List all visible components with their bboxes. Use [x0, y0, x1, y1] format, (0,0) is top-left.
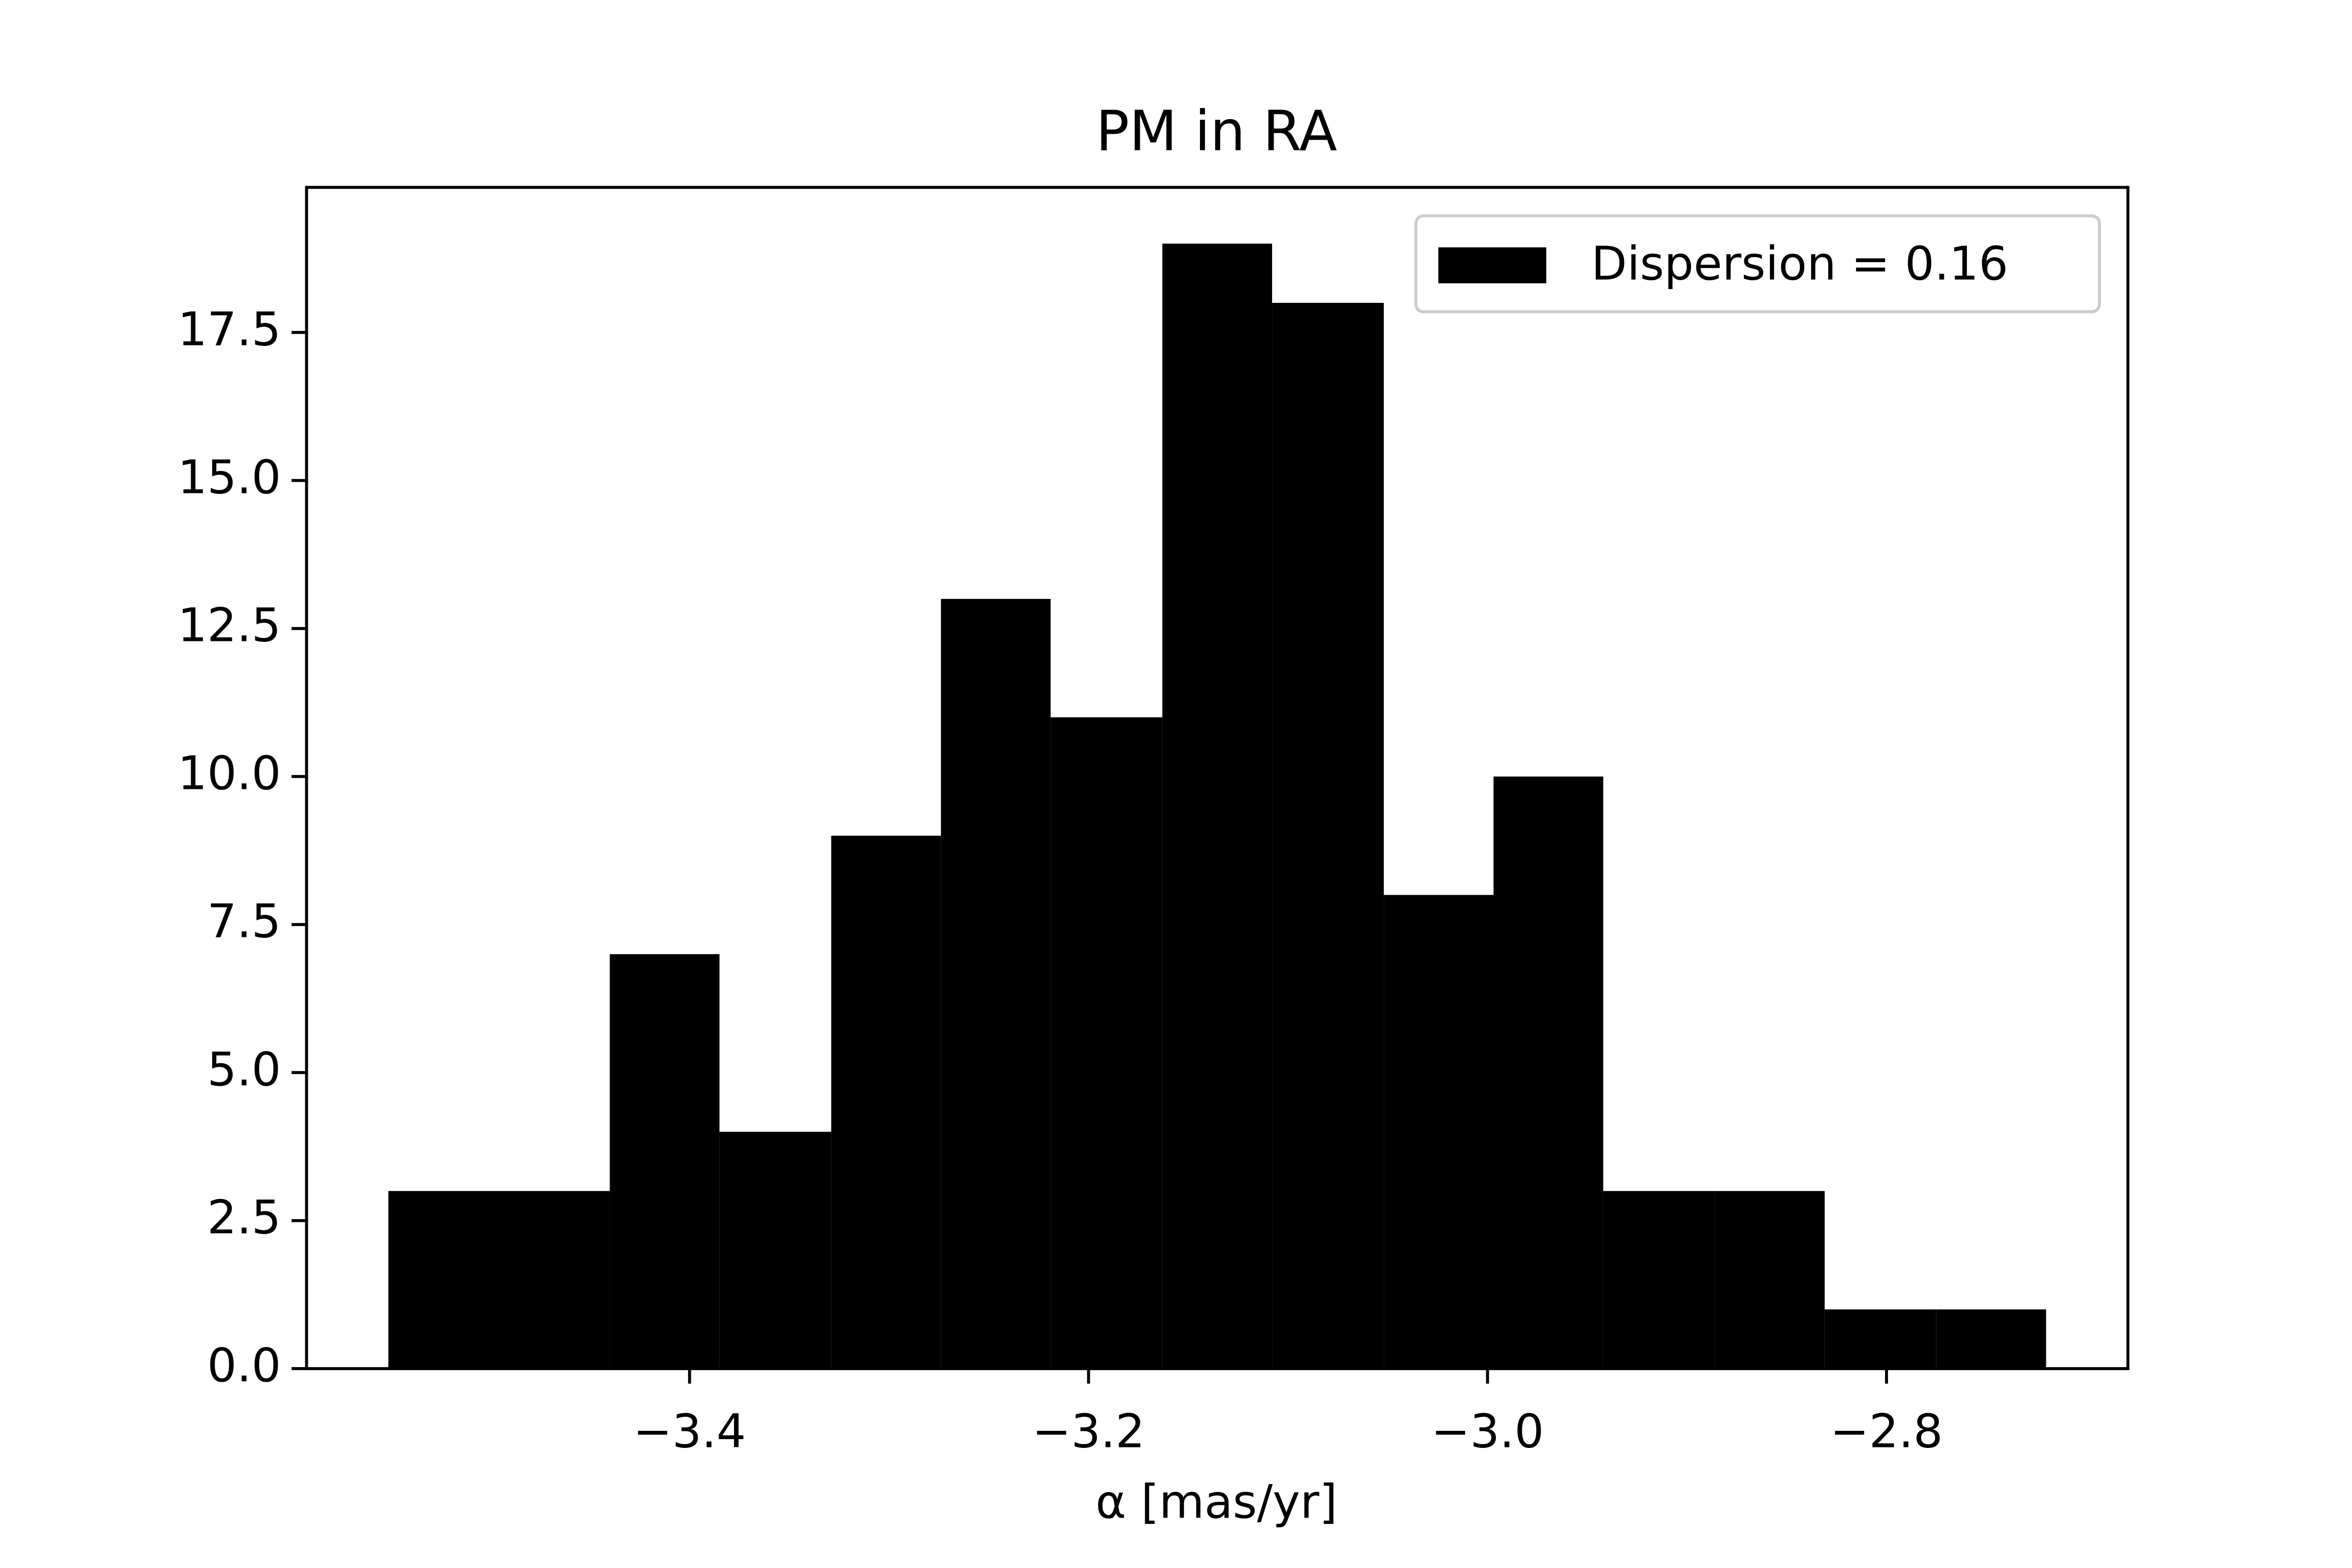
- x-tick-label: −3.0: [1431, 1405, 1544, 1459]
- y-tick-label: 0.0: [207, 1339, 281, 1393]
- bar: [1936, 1309, 2046, 1369]
- y-tick-label: 5.0: [207, 1043, 281, 1097]
- legend-box: [1414, 214, 2101, 314]
- bar: [1051, 717, 1163, 1369]
- x-tick-label: −3.4: [633, 1405, 746, 1459]
- x-tick-label: −3.2: [1032, 1405, 1145, 1459]
- bar: [610, 954, 720, 1369]
- y-tick-label: 2.5: [207, 1191, 281, 1245]
- y-tick-label: 17.5: [177, 302, 281, 356]
- x-tick-label: −2.8: [1830, 1405, 1943, 1459]
- chart-title: PM in RA: [1096, 99, 1337, 164]
- bar: [498, 1191, 610, 1369]
- bar: [1272, 303, 1384, 1369]
- plot-frame: [305, 186, 2130, 1371]
- bar: [388, 1191, 498, 1369]
- bar: [1603, 1191, 1715, 1369]
- legend-label: Dispersion = 0.16: [1591, 237, 2008, 291]
- bar: [1162, 244, 1273, 1369]
- bar: [1824, 1309, 1936, 1369]
- x-axis-label: α [mas/yr]: [1096, 1475, 1338, 1529]
- bar: [1493, 776, 1603, 1369]
- bar: [1384, 895, 1494, 1369]
- bar: [831, 835, 941, 1369]
- bar: [1715, 1191, 1825, 1369]
- y-tick-label: 12.5: [177, 599, 281, 653]
- y-tick-label: 7.5: [207, 895, 281, 949]
- y-tick-label: 15.0: [177, 450, 281, 504]
- bar: [941, 599, 1051, 1369]
- bar: [719, 1131, 832, 1369]
- y-tick-label: 10.0: [177, 747, 281, 801]
- legend-swatch: [1438, 247, 1546, 284]
